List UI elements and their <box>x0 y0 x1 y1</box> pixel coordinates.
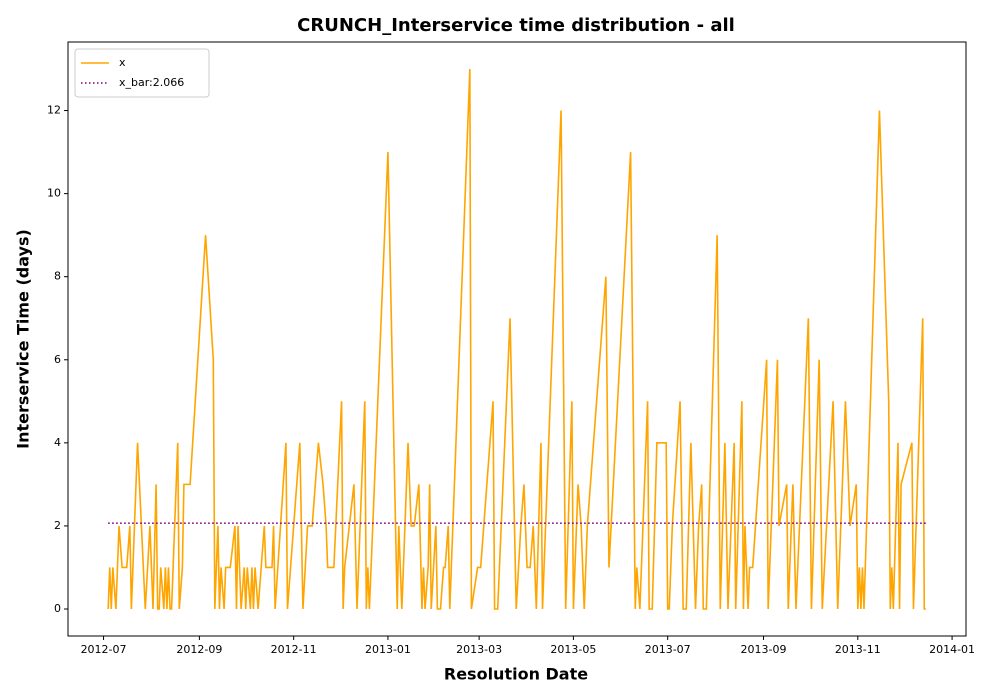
y-tick-label: 0 <box>54 602 61 615</box>
x-axis-label: Resolution Date <box>444 665 588 684</box>
x-tick-label: 2013-01 <box>365 643 411 656</box>
chart-title: CRUNCH_Interservice time distribution - … <box>297 15 735 36</box>
x-tick-label: 2013-09 <box>741 643 787 656</box>
y-tick-label: 12 <box>47 104 61 117</box>
y-tick-label: 4 <box>54 436 61 449</box>
x-tick-label: 2013-03 <box>456 643 502 656</box>
legend-label: x_bar:2.066 <box>119 76 184 89</box>
y-tick-label: 8 <box>54 270 61 283</box>
x-tick-label: 2012-09 <box>176 643 222 656</box>
y-axis-label: Interservice Time (days) <box>14 229 33 449</box>
x-tick-label: 2012-07 <box>81 643 127 656</box>
y-tick-label: 6 <box>54 353 61 366</box>
x-tick-label: 2013-05 <box>550 643 596 656</box>
plot-frame <box>67 41 967 637</box>
legend: x x_bar:2.066 <box>74 48 210 98</box>
x-tick-label: 2012-11 <box>271 643 317 656</box>
x-tick-label: 2013-11 <box>835 643 881 656</box>
y-tick-label: 2 <box>54 519 61 532</box>
legend-box <box>74 48 210 98</box>
y-tick-label: 10 <box>47 187 61 200</box>
x-tick-label: 2014-01 <box>929 643 975 656</box>
x-tick-label: 2013-07 <box>645 643 691 656</box>
legend-label: x <box>119 56 126 69</box>
data-line <box>107 68 926 610</box>
